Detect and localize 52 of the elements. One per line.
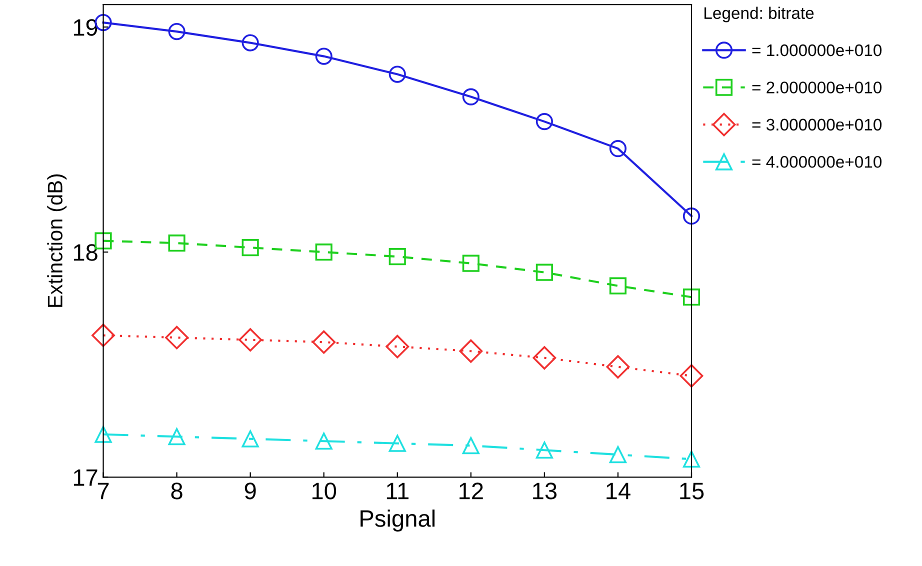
point: [388, 434, 406, 452]
point: [462, 437, 480, 454]
point: [238, 328, 262, 352]
point: [312, 330, 336, 354]
point: [609, 446, 627, 464]
point: [536, 442, 553, 459]
point: [682, 208, 700, 225]
legend-label: = 3.000000e+010: [752, 118, 882, 131]
point: [242, 430, 259, 448]
y-tick-label: 18: [74, 244, 98, 261]
point: [609, 140, 627, 158]
x-tick-label: 7: [98, 482, 109, 500]
point: [682, 288, 700, 306]
point: [165, 326, 188, 350]
point: [315, 432, 332, 450]
y-axis-title: Extinction (dB): [47, 174, 67, 307]
y-tick-label: 17: [74, 469, 98, 486]
x-axis-title: Psignal: [360, 510, 435, 532]
point: [242, 239, 259, 256]
point: [315, 48, 332, 65]
point: [388, 248, 406, 266]
point: [462, 254, 480, 272]
point: [680, 364, 704, 388]
legend-label: = 2.000000e+010: [752, 82, 882, 94]
point: [386, 334, 410, 358]
point: [94, 426, 112, 443]
point: [532, 346, 556, 370]
x-tick-label: 14: [606, 482, 630, 500]
x-tick-label: 8: [171, 482, 182, 500]
point: [536, 264, 553, 281]
point: [168, 428, 186, 446]
x-tick-label: 11: [386, 482, 408, 500]
legend-label: = 1.000000e+010: [752, 44, 882, 56]
point: [388, 66, 406, 83]
point: [462, 88, 480, 106]
x-tick-label: 12: [460, 482, 483, 500]
point: [682, 450, 700, 468]
point: [92, 324, 115, 348]
point: [315, 244, 332, 261]
legend-label: = 4.000000e+010: [752, 156, 882, 168]
legend-title: Legend: bitrate: [704, 6, 814, 22]
point: [168, 234, 186, 252]
point: [536, 113, 553, 130]
x-tick-label: 9: [244, 482, 256, 500]
point: [168, 22, 186, 40]
point: [606, 355, 630, 379]
point: [609, 277, 627, 294]
x-tick-label: 13: [533, 482, 557, 500]
x-tick-label: 10: [312, 482, 336, 500]
point: [459, 339, 483, 363]
point: [242, 34, 259, 52]
x-tick-label: 15: [680, 482, 704, 500]
